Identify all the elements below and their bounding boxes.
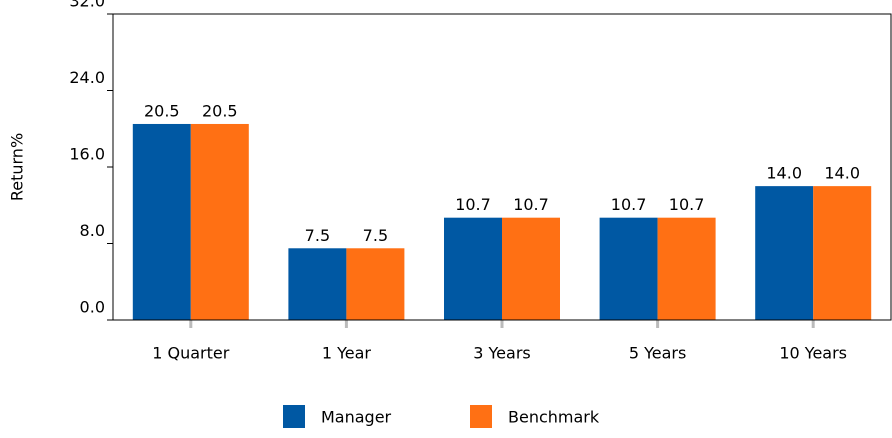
value-label: 10.7	[669, 195, 705, 214]
value-label: 10.7	[513, 195, 549, 214]
y-tick-label: 16.0	[69, 145, 105, 164]
y-tick-label: 24.0	[69, 68, 105, 87]
bar	[444, 217, 502, 320]
bar	[657, 217, 716, 320]
legend-swatch	[283, 405, 305, 428]
x-tick-label: 5 Years	[629, 344, 686, 363]
value-label: 20.5	[202, 101, 238, 120]
legend-label: Benchmark	[508, 408, 600, 427]
bar	[813, 186, 872, 320]
bar	[132, 123, 191, 320]
bar	[755, 186, 814, 320]
value-label: 10.7	[611, 195, 647, 214]
plot-frame	[112, 13, 892, 321]
x-tick-label: 1 Quarter	[152, 344, 230, 363]
value-label: 20.5	[144, 101, 180, 120]
y-tick-label: 8.0	[80, 221, 105, 240]
value-label: 7.5	[363, 226, 388, 245]
bar	[599, 217, 658, 320]
bar	[288, 248, 347, 320]
bar	[190, 123, 249, 320]
value-label: 7.5	[305, 226, 330, 245]
bar	[502, 217, 560, 320]
y-axis-label: Return%	[8, 133, 27, 201]
y-tick-label: 32.0	[69, 0, 105, 11]
legend-swatch	[470, 405, 492, 428]
x-tick-label: 1 Year	[322, 344, 372, 363]
value-label: 14.0	[824, 164, 860, 183]
x-tick-label: 3 Years	[473, 344, 530, 363]
value-label: 10.7	[455, 195, 491, 214]
x-tick-label: 10 Years	[779, 344, 847, 363]
y-tick-label: 0.0	[80, 298, 105, 317]
bar	[346, 248, 405, 320]
value-label: 14.0	[766, 164, 802, 183]
legend-label: Manager	[321, 408, 392, 427]
